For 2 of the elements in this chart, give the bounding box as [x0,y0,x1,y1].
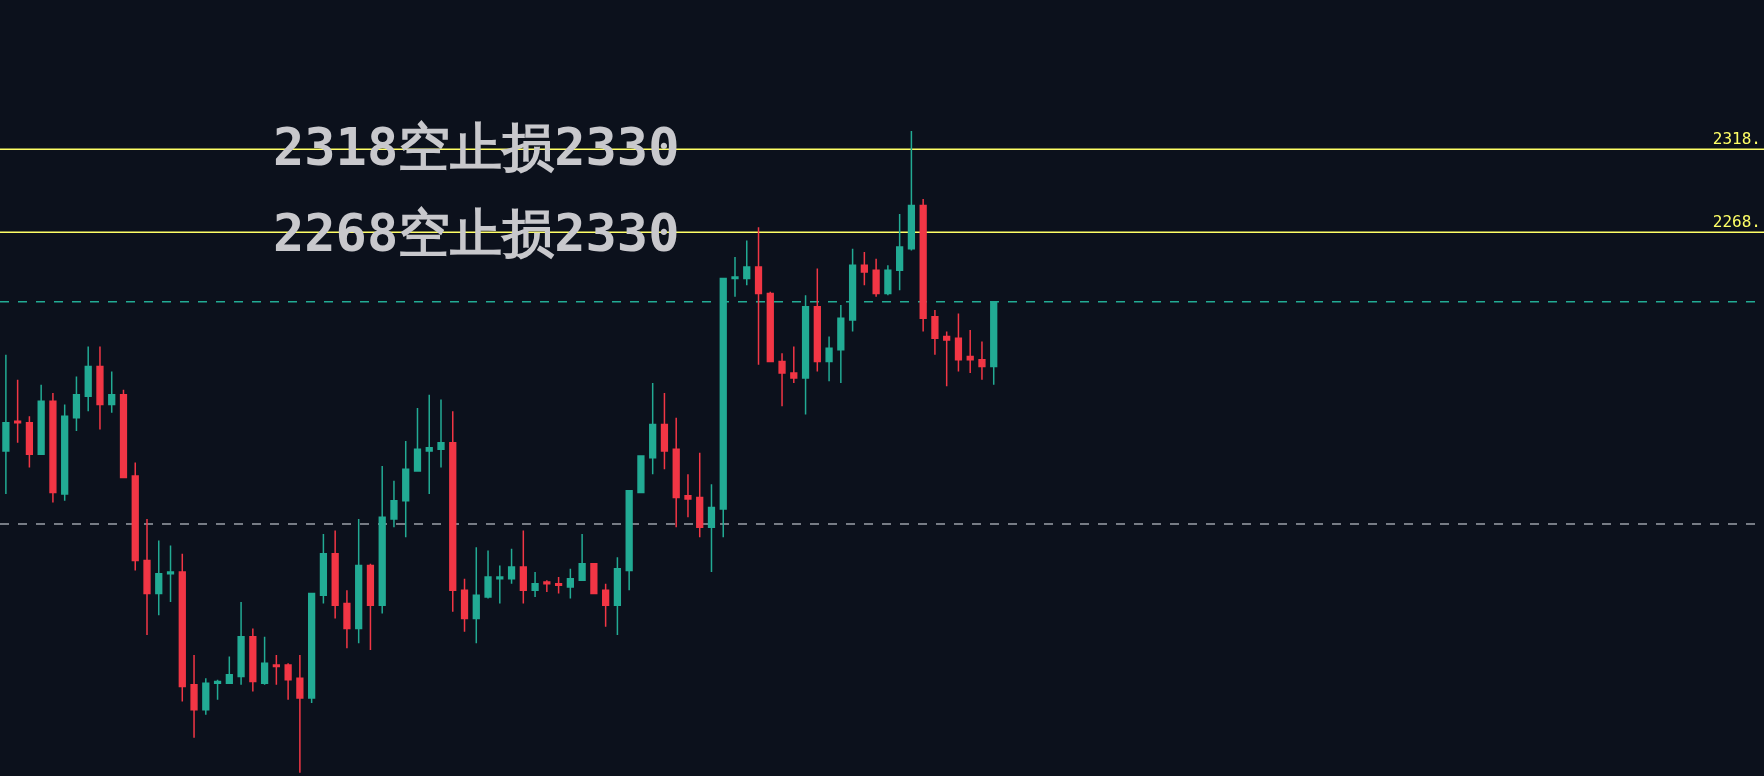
y-tick-label: 2268. [1712,211,1761,231]
y-tick-label: 2318. [1712,128,1761,148]
